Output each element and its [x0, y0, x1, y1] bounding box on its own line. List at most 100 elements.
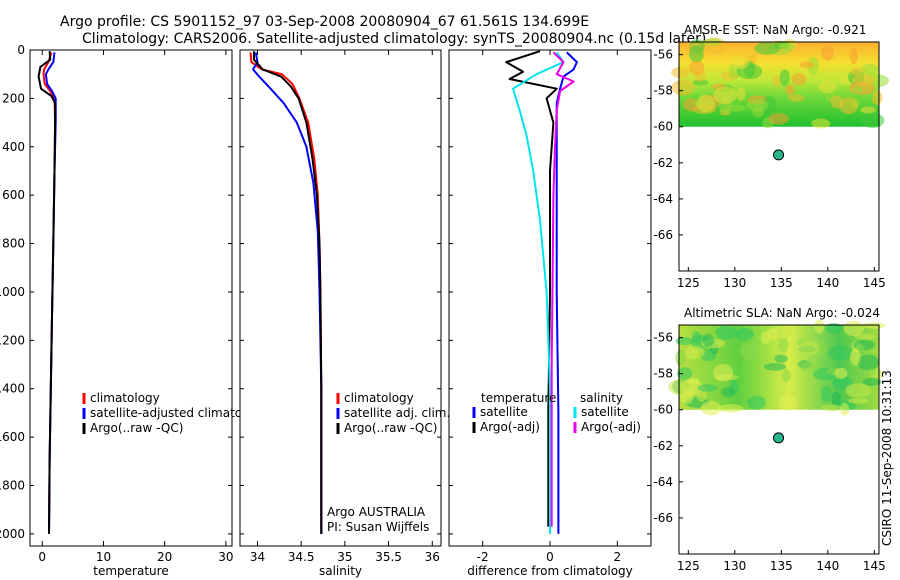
altimetric-sla-texture — [778, 337, 789, 353]
x-tick-label: 36 — [425, 550, 440, 564]
amsre-sst-texture — [839, 97, 858, 115]
y-tick-label: -64 — [653, 475, 673, 489]
altimetric-sla-texture — [668, 379, 691, 395]
x-tick-label: 125 — [677, 276, 700, 290]
y-tick-label: -62 — [653, 156, 673, 170]
x-tick-label: 34.5 — [288, 550, 315, 564]
float-position-marker — [773, 432, 785, 444]
x-tick-label: 130 — [723, 559, 746, 573]
legend-label: Argo(-adj) — [581, 420, 641, 434]
y-tick-label: 1200 — [0, 333, 25, 347]
y-tick-label: 200 — [2, 91, 25, 105]
timestamp-stamp: CSIRO 11-Sep-2008 10:31:13 — [880, 370, 894, 546]
altimetric-sla-frame — [678, 324, 880, 555]
legend-label: climatology — [344, 391, 414, 405]
y-tick-label: -56 — [653, 48, 673, 62]
amsre-sst-texture — [799, 61, 815, 69]
y-tick-label: -62 — [653, 439, 673, 453]
y-tick-label: -60 — [653, 120, 673, 134]
salinity-series-argo-raw-qc- — [253, 51, 323, 534]
amsre-sst-texture — [778, 42, 796, 51]
altimetric-sla-texture — [861, 322, 886, 329]
amsre-sst-texture — [791, 73, 807, 86]
legend-label: Argo(..raw -QC) — [344, 421, 437, 435]
altimetric-sla-texture — [798, 340, 821, 356]
amsre-sst-texture — [754, 42, 780, 55]
figure-title-line1: Argo profile: CS 5901152_97 03-Sep-2008 … — [60, 14, 589, 30]
y-tick-label: -66 — [653, 228, 673, 242]
amsre-sst-texture — [852, 74, 876, 86]
altimetric-sla-texture — [685, 346, 705, 359]
x-tick-label: 0 — [546, 550, 554, 564]
amsre-sst-texture — [671, 66, 690, 79]
sla-map-panel: 125 130 135 140 145 -56 -58 -60 -62 -64 -66 Altimet… — [653, 306, 885, 573]
altimetric-sla-texture — [843, 320, 864, 337]
altimetric-sla-texture — [702, 333, 714, 348]
difference-series-temperature-argo-adj- — [505, 50, 558, 527]
altimetric-sla-texture — [845, 383, 871, 398]
altimetric-sla-texture — [713, 364, 734, 382]
altimetric-sla-texture — [774, 354, 788, 363]
altimetric-sla-texture — [735, 327, 755, 341]
altimetric-sla-texture — [676, 367, 693, 380]
altimetric-sla-texture — [773, 373, 785, 392]
amsre-sst-texture — [862, 63, 878, 76]
amsre-sst-texture — [746, 99, 769, 112]
y-tick-label: -56 — [653, 331, 673, 345]
y-tick-label: 600 — [2, 188, 25, 202]
y-tick-label: 400 — [2, 140, 25, 154]
amsre-sst-texture — [850, 66, 863, 76]
y-tick-label: -60 — [653, 403, 673, 417]
x-tick-label: 135 — [770, 559, 793, 573]
altimetric-sla-texture — [848, 397, 869, 404]
amsre-sst-texture — [772, 85, 783, 94]
x-tick-label: 10 — [96, 550, 111, 564]
amsre-sst-texture — [752, 107, 764, 118]
x-tick-label: 2 — [614, 550, 622, 564]
amsre-sst-texture — [785, 84, 796, 96]
x-tick-label: 35 — [337, 550, 352, 564]
legend-heading: temperature — [481, 391, 556, 405]
altimetric-sla-texture — [863, 368, 877, 376]
amsre-sst-texture — [772, 74, 781, 88]
temperature-axes-frame — [29, 49, 233, 547]
amsre-sst-texture — [696, 94, 716, 113]
altimetric-sla-texture — [820, 404, 843, 412]
amsre-sst-frame — [678, 41, 880, 272]
x-tick-label: 130 — [723, 276, 746, 290]
altimetric-sla-texture — [799, 360, 820, 373]
y-tick-label: -58 — [653, 84, 673, 98]
amsre-sst-texture — [736, 87, 746, 101]
legend-label: Argo(-adj) — [480, 420, 540, 434]
legend-label: satellite adj. clim. — [344, 406, 450, 420]
salinity-x-axis-label: salinity — [319, 564, 362, 578]
altimetric-sla-texture — [817, 340, 826, 358]
amsre-sst-texture — [853, 86, 863, 95]
x-tick-label: 35.5 — [375, 550, 402, 564]
amsre-sst-texture — [818, 80, 837, 94]
y-tick-label: -58 — [653, 367, 673, 381]
float-position-marker — [773, 149, 785, 161]
temperature-x-axis-label: temperature — [93, 564, 168, 578]
altimetric-sla-texture — [715, 325, 737, 340]
altimetric-sla-texture — [675, 337, 694, 346]
y-tick-label: -66 — [653, 511, 673, 525]
y-tick-label: 1600 — [0, 430, 25, 444]
altimetric-sla-texture — [766, 328, 778, 341]
legend-label: satellite-adjusted climatology — [90, 406, 268, 420]
x-tick-label: 135 — [770, 276, 793, 290]
x-tick-label: 140 — [816, 559, 839, 573]
altimetric-sla-texture — [746, 395, 766, 410]
altimetric-sla-texture — [834, 367, 848, 379]
y-tick-label: 1800 — [0, 479, 25, 493]
altimetric-sla-texture — [862, 377, 882, 386]
altimetric-sla-texture — [697, 384, 718, 392]
float-owner-annotation: PI: Susan Wijffels — [327, 520, 429, 534]
amsre-sst-texture — [688, 60, 705, 75]
altimetric-sla-texture — [721, 387, 736, 398]
x-tick-label: 20 — [157, 550, 172, 564]
altimetric-sla-title: Altimetric SLA: NaN Argo: -0.024 — [684, 306, 880, 320]
amsre-sst-texture — [732, 56, 750, 69]
